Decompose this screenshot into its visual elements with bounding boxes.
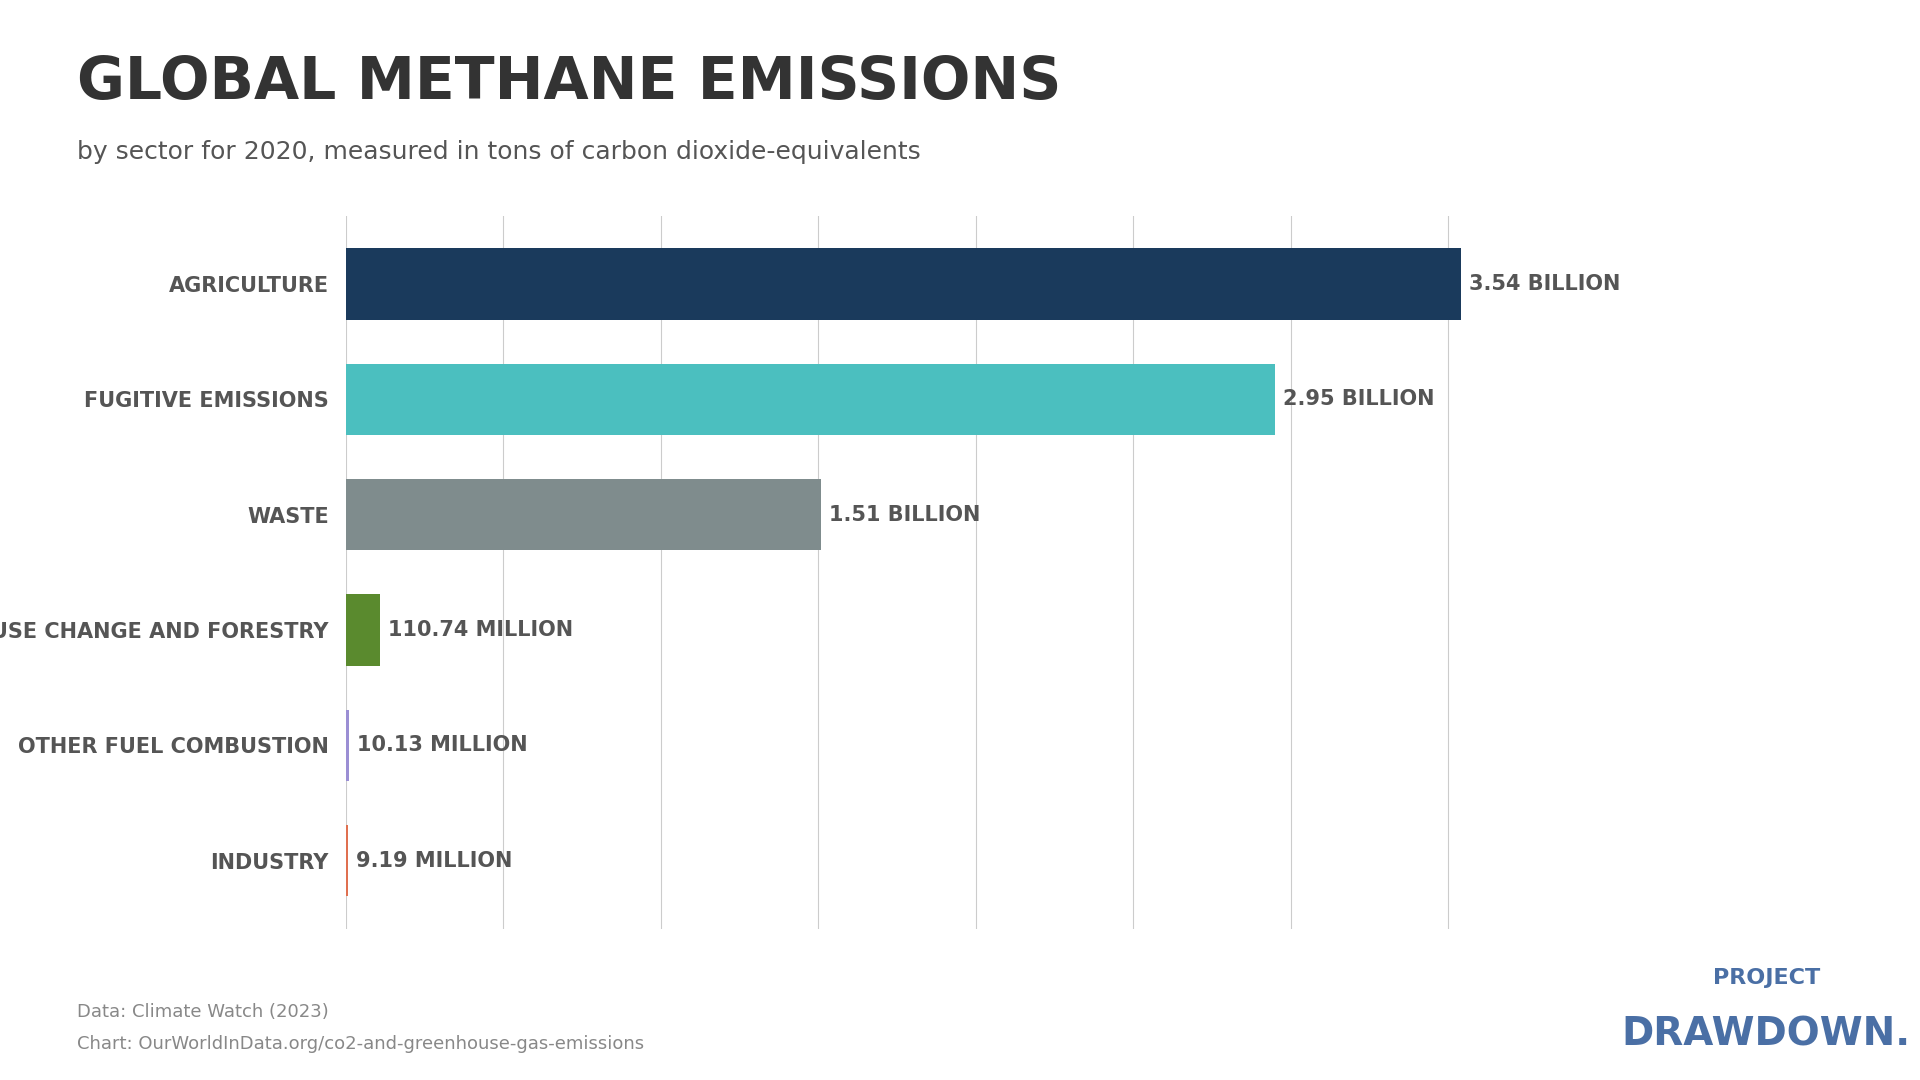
- Text: DRAWDOWN.: DRAWDOWN.: [1622, 1015, 1910, 1053]
- Bar: [346, 364, 1275, 435]
- Text: 3.54 BILLION: 3.54 BILLION: [1469, 274, 1620, 294]
- Text: Data: Climate Watch (2023): Data: Climate Watch (2023): [77, 1002, 328, 1021]
- Text: 9.19 MILLION: 9.19 MILLION: [357, 851, 513, 870]
- Text: Chart: OurWorldInData.org/co2-and-greenhouse-gas-emissions: Chart: OurWorldInData.org/co2-and-greenh…: [77, 1035, 643, 1053]
- Text: GLOBAL METHANE EMISSIONS: GLOBAL METHANE EMISSIONS: [77, 54, 1062, 111]
- Text: PROJECT: PROJECT: [1713, 968, 1820, 988]
- Bar: [346, 248, 1461, 320]
- Text: 10.13 MILLION: 10.13 MILLION: [357, 735, 528, 755]
- Text: 1.51 BILLION: 1.51 BILLION: [829, 504, 981, 525]
- Bar: [346, 594, 380, 665]
- Text: 110.74 MILLION: 110.74 MILLION: [388, 620, 574, 640]
- Text: 2.95 BILLION: 2.95 BILLION: [1283, 390, 1434, 409]
- Bar: [346, 710, 349, 781]
- Text: by sector for 2020, measured in tons of carbon dioxide-equivalents: by sector for 2020, measured in tons of …: [77, 140, 920, 164]
- Bar: [346, 825, 349, 896]
- Bar: [346, 480, 822, 551]
